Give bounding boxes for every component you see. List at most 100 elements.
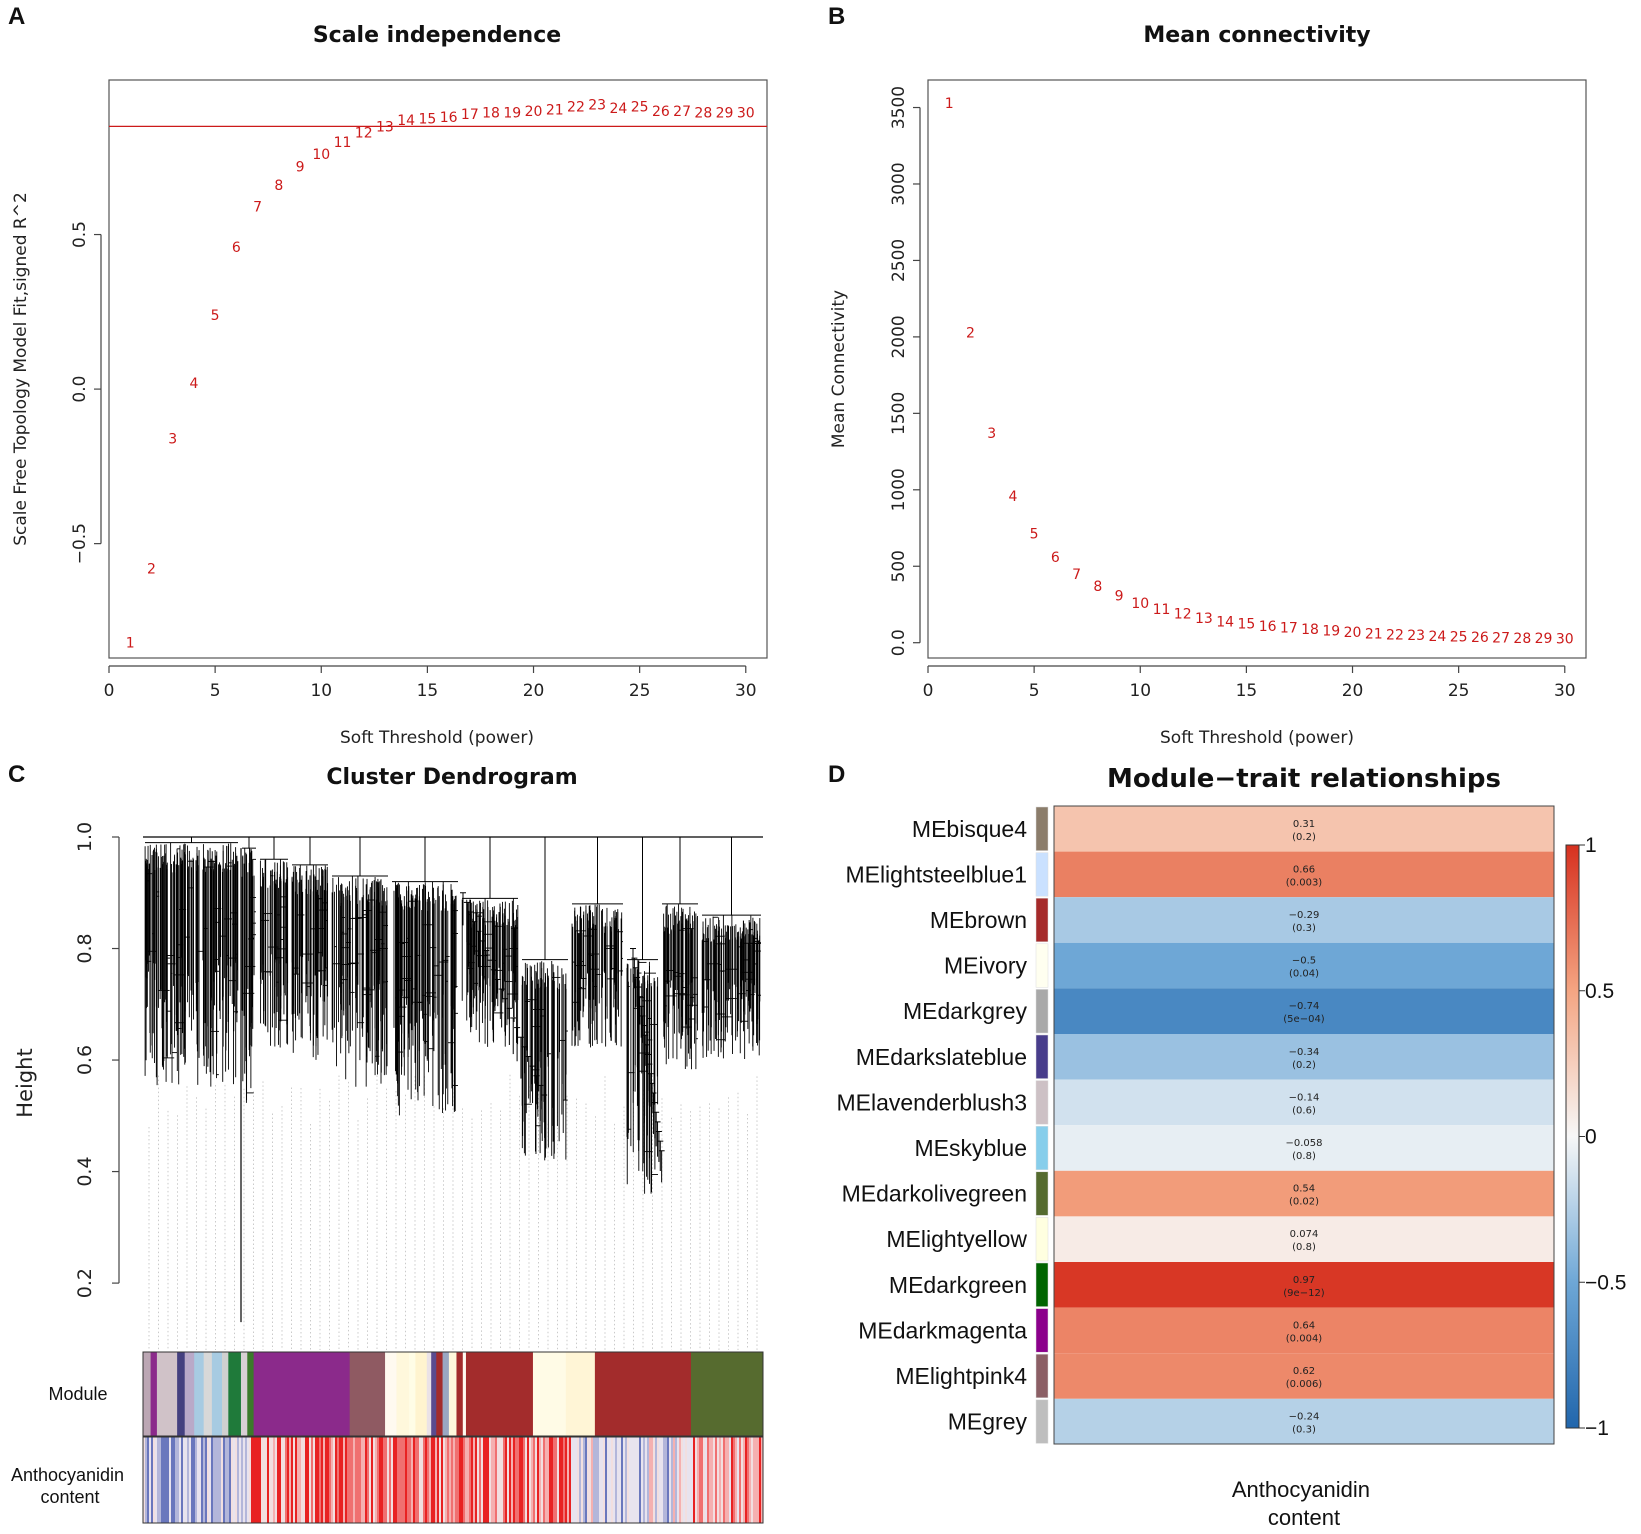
trait-track-segment [459, 1437, 462, 1523]
trait-track-segment [153, 1437, 156, 1523]
trait-track-segment [437, 1437, 440, 1523]
module-track-segment [462, 1352, 467, 1436]
module-track-segment [385, 1352, 397, 1436]
trait-track-segment [485, 1437, 488, 1523]
module-track-segment [565, 1352, 596, 1436]
panel-a-point-label: 4 [189, 376, 198, 392]
module-track-segment [456, 1352, 464, 1436]
cell-pvalue: (0.2) [1292, 832, 1316, 843]
trait-track-segment [445, 1437, 448, 1523]
trait-track-segment [571, 1437, 574, 1523]
trait-track-segment [385, 1437, 388, 1523]
trait-track-segment [595, 1437, 598, 1523]
trait-track-segment [155, 1437, 158, 1523]
module-color-swatch [1035, 989, 1049, 1034]
cell-correlation: 0.54 [1293, 1184, 1315, 1195]
trait-track-segment [401, 1437, 404, 1523]
panel-c-y-tick-label: 1.0 [74, 822, 96, 852]
panel-c-leaf-guides [148, 1074, 758, 1350]
panel-a-xlabel: Soft Threshold (power) [340, 728, 534, 748]
panel-b-y-tick-label: 1000 [889, 468, 909, 511]
trait-track-segment [149, 1437, 152, 1523]
trait-track-segment [503, 1437, 506, 1523]
trait-track-segment [599, 1437, 602, 1523]
trait-track-segment [267, 1437, 270, 1523]
trait-track-segment [483, 1437, 486, 1523]
trait-track-segment [409, 1437, 412, 1523]
trait-track-segment [589, 1437, 592, 1523]
trait-track-segment [245, 1437, 248, 1523]
trait-track-segment [171, 1437, 174, 1523]
module-color-swatch [1035, 852, 1049, 897]
panel-b-x-tick-label: 25 [1448, 681, 1470, 701]
trait-track-segment [553, 1437, 556, 1523]
heatmap-cell [1054, 851, 1554, 898]
trait-track-segment [669, 1437, 672, 1523]
panel-b-x-tick-label: 30 [1554, 681, 1576, 701]
trait-track-segment [755, 1437, 758, 1523]
trait-track-segment [185, 1437, 188, 1523]
trait-track-segment [255, 1437, 258, 1523]
trait-track-segment [453, 1437, 456, 1523]
trait-track-label: Anthocyanidin content [11, 1465, 129, 1507]
trait-track-segment [429, 1437, 432, 1523]
trait-track-segment [147, 1437, 150, 1523]
trait-track-segment [447, 1437, 450, 1523]
panel-a-point-label: 20 [525, 104, 543, 120]
module-color-swatch [1035, 1308, 1049, 1353]
cell-pvalue: (0.2) [1292, 1060, 1316, 1071]
trait-track-segment [217, 1437, 220, 1523]
panel-b-y-tick-label: 2500 [889, 239, 909, 282]
trait-track-segment [251, 1437, 254, 1523]
trait-track-segment [643, 1437, 646, 1523]
module-color-swatch [1035, 1080, 1049, 1125]
trait-track-segment [469, 1437, 472, 1523]
panel-a-x-tick-label: 25 [629, 681, 651, 701]
panel-b-point-label: 1 [945, 96, 954, 112]
trait-track-segment [667, 1437, 670, 1523]
trait-track-segment [355, 1437, 358, 1523]
trait-track-segment [291, 1437, 294, 1523]
trait-track-segment [685, 1437, 688, 1523]
trait-track-segment [403, 1437, 406, 1523]
cell-pvalue: (0.02) [1289, 1197, 1319, 1208]
trait-track-segment [363, 1437, 366, 1523]
cell-pvalue: (0.3) [1292, 923, 1316, 934]
trait-track-segment [757, 1437, 760, 1523]
trait-track-segment [663, 1437, 666, 1523]
heatmap-cell [1054, 1353, 1554, 1399]
trait-track-segment [327, 1437, 330, 1523]
panel-a-x-tick-label: 15 [417, 681, 439, 701]
panel-a-point-label: 22 [567, 99, 585, 115]
trait-track-segment [523, 1437, 526, 1523]
panel-a-x-tick-label: 5 [210, 681, 221, 701]
trait-track-segment [651, 1437, 654, 1523]
panel-a-title: Scale independence [313, 23, 561, 48]
trait-track-segment [371, 1437, 374, 1523]
cell-correlation: 0.66 [1293, 864, 1315, 875]
trait-track-segment [443, 1437, 446, 1523]
trait-track-segment [637, 1437, 640, 1523]
trait-track-segment [761, 1437, 764, 1523]
trait-track-segment [289, 1437, 292, 1523]
trait-track-segment [525, 1437, 528, 1523]
panel-label-a: A [8, 3, 25, 30]
module-color-swatch [1035, 897, 1049, 943]
trait-track-segment [331, 1437, 334, 1523]
trait-track-segment [269, 1437, 272, 1523]
trait-track-segment [373, 1437, 376, 1523]
trait-track-segment [505, 1437, 508, 1523]
trait-track-segment [399, 1437, 402, 1523]
trait-track-segment [431, 1437, 434, 1523]
trait-track-segment [223, 1437, 226, 1523]
trait-track-segment [279, 1437, 282, 1523]
trait-track-segment [271, 1437, 274, 1523]
trait-track-segment [507, 1437, 510, 1523]
cell-correlation: 0.62 [1293, 1366, 1315, 1377]
trait-track-segment [487, 1437, 490, 1523]
cell-correlation: −0.058 [1285, 1138, 1322, 1149]
panel-c-dendrogram [143, 836, 763, 1323]
trait-track-segment [723, 1437, 726, 1523]
trait-track-segment [177, 1437, 180, 1523]
cell-correlation: 0.97 [1293, 1275, 1315, 1286]
